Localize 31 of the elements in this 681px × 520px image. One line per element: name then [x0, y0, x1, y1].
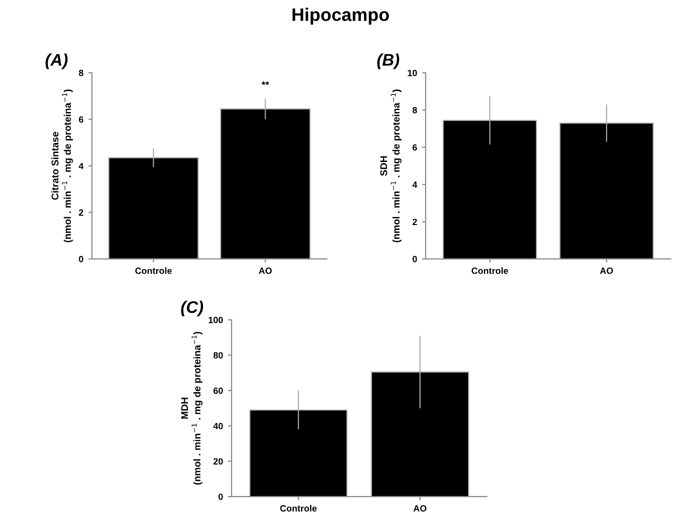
chart-title: (A) — [46, 54, 68, 70]
y-tick-label: 2 — [78, 209, 84, 216]
y-tick-label: 8 — [78, 70, 84, 76]
x-tick-label: AO — [600, 268, 613, 274]
y-axis-title: Citrato Sintase (nmol . min$^{−1}$ . mg de proteina$^{−1}$) — [51, 90, 73, 242]
x-tick-label: Controle — [280, 504, 317, 512]
y-tick-label: 8 — [412, 107, 418, 114]
x-tick-label: Controle — [135, 267, 172, 274]
y-tick-label: 10 — [408, 70, 417, 76]
y-tick-label: 0 — [78, 256, 84, 262]
y-tick-label: 80 — [213, 352, 223, 359]
y-tick-label: 100 — [208, 316, 223, 324]
y-tick-label: 6 — [412, 144, 417, 151]
y-tick-label: 40 — [213, 422, 223, 430]
x-tick-label: AO — [258, 268, 272, 274]
annotation: ** — [262, 81, 270, 85]
x-tick-label: AO — [413, 505, 426, 512]
chart-title: (B) — [377, 54, 400, 70]
y-tick-label: 4 — [78, 162, 84, 170]
y-tick-label: 6 — [78, 116, 84, 123]
chart-title: (C) — [181, 300, 204, 316]
y-tick-label: 0 — [412, 256, 417, 262]
text: Hipocampo — [292, 8, 389, 25]
y-tick-label: 2 — [412, 218, 417, 225]
text: SDH (nmol . min$^{−1}$ . mg de proteina$^{−1}$) — [380, 90, 402, 242]
y-tick-label: 0 — [218, 494, 223, 500]
y-tick-label: 4 — [412, 182, 418, 188]
x-tick-label: Controle — [472, 267, 508, 274]
text: MDH (nmol . min$^{−1}$ . mg de proteina$^{−1}$) — [181, 332, 202, 485]
y-tick-label: 60 — [213, 387, 223, 394]
y-tick-label: 20 — [213, 458, 223, 465]
